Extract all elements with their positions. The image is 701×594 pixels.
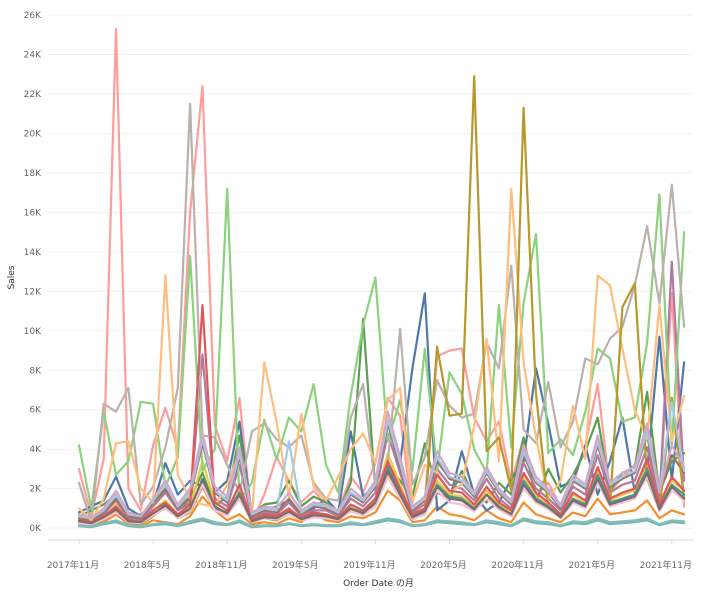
- x-tick-label: 2021年11月: [640, 559, 692, 571]
- y-tick-label: 2K: [29, 485, 42, 495]
- series-line-16: [77, 304, 686, 524]
- series-line-18: [77, 475, 686, 526]
- x-tick-label: 2021年5月: [568, 559, 615, 571]
- x-tick-label: 2017年11月: [47, 559, 99, 571]
- x-tick-label: 2018年5月: [124, 559, 171, 571]
- series-lines: [77, 27, 686, 529]
- series-line-8: [77, 187, 686, 510]
- y-tick-label: 8K: [29, 366, 42, 376]
- x-tick-label: 2018年11月: [195, 559, 247, 571]
- y-axis-ticks: 0K 2K 4K 6K 8K 10K 12K 14K 16K 18K 20K 22K 24K 26K: [24, 11, 42, 534]
- series-line-2: [77, 489, 686, 528]
- gridlines: [48, 14, 693, 529]
- y-tick-label: 24K: [24, 50, 42, 60]
- series-line-11: [77, 187, 686, 522]
- y-tick-label: 18K: [24, 169, 42, 179]
- x-tick-label: 2019年5月: [272, 559, 319, 571]
- y-axis-title: Sales: [7, 265, 17, 289]
- series-line-15: [77, 517, 686, 528]
- y-tick-label: 12K: [24, 287, 42, 297]
- series-line-9: [77, 102, 686, 524]
- y-tick-label: 26K: [24, 11, 42, 21]
- axes: 0K 2K 4K 6K 8K 10K 12K 14K 16K 18K 20K 22K 24K 26K 20…: [24, 11, 693, 571]
- y-tick-label: 16K: [24, 208, 42, 218]
- series-line-19: [77, 469, 686, 525]
- series-line-7: [77, 260, 686, 524]
- y-tick-label: 22K: [24, 90, 42, 100]
- y-tick-label: 20K: [24, 129, 42, 139]
- y-tick-label: 10K: [24, 327, 42, 337]
- y-tick-label: 14K: [24, 248, 42, 258]
- x-tick-label: 2020年5月: [420, 559, 467, 571]
- y-tick-label: 6K: [29, 406, 42, 416]
- x-axis-ticks: 2017年11月 2018年5月 2018年11月 2019年5月 2019年11月 20…: [47, 540, 692, 571]
- series-line-17: [77, 410, 686, 520]
- x-tick-label: 2019年11月: [343, 559, 395, 571]
- y-tick-label: 0K: [29, 524, 42, 534]
- x-tick-label: 2020年11月: [491, 559, 543, 571]
- x-axis-title: Order Date の月: [343, 578, 414, 589]
- y-tick-label: 4K: [29, 445, 42, 455]
